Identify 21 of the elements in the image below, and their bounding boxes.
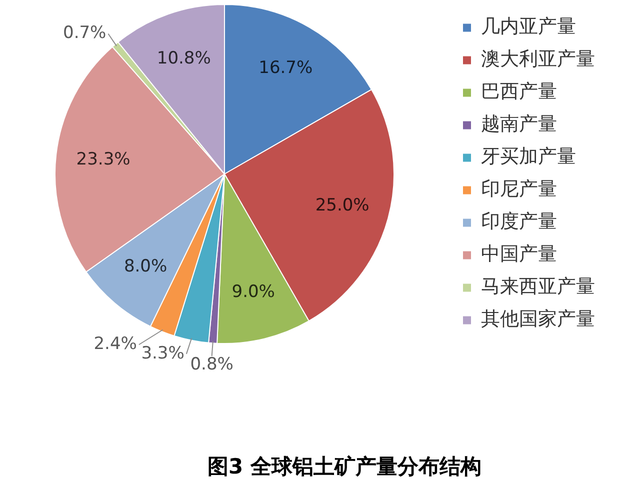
- data-label: 9.0%: [232, 282, 275, 302]
- data-label: 16.7%: [258, 58, 313, 78]
- legend-label: 印度产量: [481, 210, 557, 233]
- data-label: 10.8%: [156, 48, 211, 68]
- text: 图3 全球铝土矿产量分布结构: [208, 454, 482, 478]
- legend-label: 澳大利亚产量: [481, 48, 595, 70]
- data-label: 3.3%: [141, 343, 184, 364]
- legend-label: 马来西亚产量: [481, 276, 595, 298]
- legend-label: 中国产量: [481, 243, 557, 266]
- legend-label: 越南产量: [481, 113, 557, 136]
- legend-label: 其他国家产量: [481, 308, 595, 330]
- data-label: 0.7%: [63, 23, 106, 44]
- data-label: 8.0%: [124, 256, 168, 276]
- legend-label: 巴西产量: [481, 80, 557, 103]
- data-label: 25.0%: [315, 195, 370, 216]
- legend-label: 几内亚产量: [481, 16, 576, 38]
- legend-label: 印尼产量: [481, 178, 557, 200]
- data-label: 23.3%: [76, 149, 130, 170]
- data-label: 2.4%: [94, 334, 137, 354]
- data-label: 0.8%: [190, 354, 234, 374]
- legend-label: 牙买加产量: [481, 146, 576, 168]
